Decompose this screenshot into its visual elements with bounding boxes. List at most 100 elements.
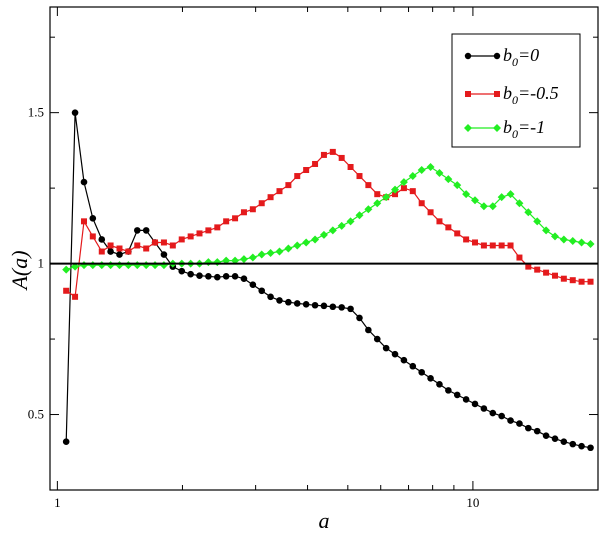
series-layer <box>62 109 595 452</box>
data-point <box>338 154 345 161</box>
data-point <box>462 396 470 403</box>
data-point <box>560 438 568 446</box>
data-point <box>178 236 185 243</box>
data-point <box>276 188 283 195</box>
data-point <box>462 190 471 199</box>
data-point <box>418 200 425 207</box>
data-point <box>418 368 425 376</box>
data-point <box>365 326 372 334</box>
data-point <box>249 206 256 213</box>
data-point <box>293 241 302 250</box>
data-point <box>320 151 327 158</box>
data-point <box>319 230 328 239</box>
data-point <box>488 202 497 211</box>
data-point <box>427 375 434 382</box>
data-point <box>479 202 488 211</box>
data-point <box>329 303 337 311</box>
data-point <box>356 314 363 322</box>
data-point <box>187 270 194 278</box>
data-point <box>569 277 576 284</box>
data-point <box>489 242 496 249</box>
legend-item-0: b0=0 <box>464 45 539 69</box>
data-point <box>275 247 284 256</box>
data-point <box>62 438 70 446</box>
data-point <box>187 233 194 240</box>
data-point <box>373 199 382 208</box>
data-point <box>311 235 320 244</box>
data-point <box>329 148 336 155</box>
data-point <box>471 400 479 408</box>
data-point <box>498 412 505 420</box>
legend: b0=0 b0=-0.5 b0=-1 <box>451 33 581 148</box>
data-point <box>160 239 167 246</box>
data-point <box>542 432 550 439</box>
data-point <box>196 272 203 279</box>
data-point <box>142 227 150 234</box>
data-point <box>516 420 523 427</box>
svg-text:b0=-1: b0=-1 <box>503 117 545 141</box>
data-point <box>125 248 132 255</box>
data-point <box>551 435 559 442</box>
data-point <box>480 405 488 412</box>
data-point <box>551 232 560 241</box>
data-point <box>276 297 283 304</box>
data-point <box>116 251 123 258</box>
data-point <box>116 245 123 252</box>
data-point <box>205 272 212 280</box>
data-point <box>578 278 585 285</box>
legend-item-1: b0=-0.5 <box>465 83 559 107</box>
data-point <box>445 224 452 231</box>
data-point <box>586 239 595 248</box>
data-point <box>533 427 541 435</box>
data-point <box>134 242 141 249</box>
data-point <box>293 300 301 307</box>
data-point <box>302 238 311 247</box>
data-point <box>257 250 266 259</box>
data-point <box>489 409 497 417</box>
data-point <box>497 193 506 202</box>
data-point <box>196 230 203 237</box>
data-point <box>294 173 301 180</box>
data-point <box>285 298 292 306</box>
data-point <box>373 335 381 343</box>
legend-label-2: =-1 <box>518 117 545 137</box>
data-point <box>267 293 274 301</box>
data-point <box>365 182 372 189</box>
data-point <box>72 293 79 300</box>
data-point <box>507 242 514 249</box>
data-point <box>232 215 239 222</box>
data-point <box>222 256 231 265</box>
data-point <box>98 248 105 255</box>
data-point <box>80 218 87 225</box>
data-point <box>578 442 585 450</box>
data-point <box>463 236 470 243</box>
data-point <box>266 249 275 258</box>
data-point <box>453 181 462 190</box>
data-point <box>98 236 106 243</box>
data-point <box>347 305 354 313</box>
data-point <box>427 209 434 216</box>
x-axis-label: a <box>319 508 330 533</box>
data-point <box>311 301 319 309</box>
legend-marker-1 <box>465 91 471 97</box>
legend-marker-2b <box>493 124 501 132</box>
data-point <box>178 267 186 275</box>
data-point <box>498 242 505 249</box>
legend-marker-1b <box>494 91 500 97</box>
data-point <box>231 256 240 265</box>
legend-marker-2 <box>464 124 472 132</box>
y-tick-label: 1.5 <box>28 105 44 120</box>
data-point <box>445 387 452 394</box>
data-point <box>436 218 443 225</box>
data-point <box>107 242 114 249</box>
data-point <box>267 194 274 201</box>
data-point <box>524 208 533 217</box>
data-point <box>312 160 319 167</box>
y-tick-label: 0.5 <box>28 407 44 422</box>
data-point <box>444 175 453 184</box>
data-point <box>382 193 391 202</box>
data-point <box>409 362 417 370</box>
data-point <box>240 209 247 216</box>
data-point <box>525 263 532 270</box>
data-point <box>559 235 568 244</box>
